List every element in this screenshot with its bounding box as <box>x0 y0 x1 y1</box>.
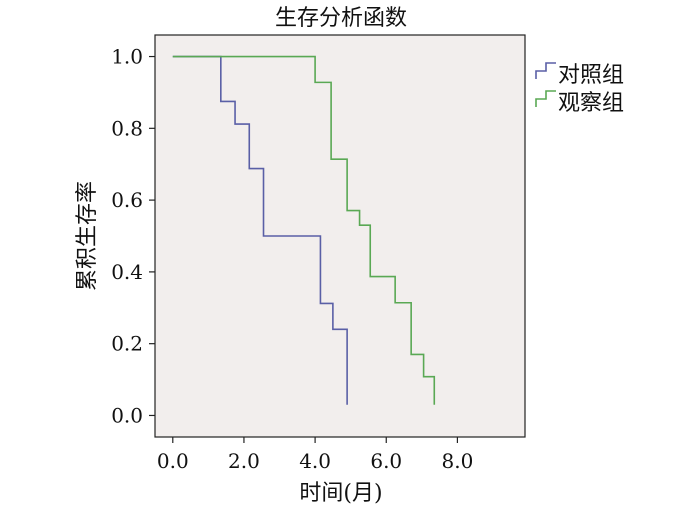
legend-label: 观察组 <box>558 91 624 116</box>
series-group <box>172 55 436 405</box>
series-line <box>172 55 348 405</box>
x-tick-label: 0.0 <box>157 449 189 473</box>
y-tick-label: 0.0 <box>111 403 143 427</box>
legend-swatch <box>535 90 556 107</box>
y-tick-label: 0.2 <box>111 332 143 356</box>
axes: 0.0 0.2 0.4 0.6 0.8 1.0 0.0 2.0 4.0 6.0 8.0 <box>111 45 473 473</box>
legend-label: 对照组 <box>558 63 624 88</box>
plot-area <box>154 34 526 438</box>
x-tick-label: 6.0 <box>370 449 402 473</box>
y-tick-label: 0.4 <box>111 260 143 284</box>
x-axis-label: 时间(月) <box>299 481 382 506</box>
x-tick-label: 2.0 <box>228 449 260 473</box>
chart-title: 生存分析函数 <box>275 6 407 31</box>
y-tick-label: 0.6 <box>111 188 143 212</box>
plot-background <box>154 34 526 438</box>
series-line <box>172 55 436 405</box>
x-tick-label: 4.0 <box>299 449 331 473</box>
legend-swatch <box>535 62 556 79</box>
x-tick-label: 8.0 <box>441 449 473 473</box>
y-tick-label: 0.8 <box>111 116 143 140</box>
y-axis-label: 累积生存率 <box>75 181 100 291</box>
y-tick-label: 1.0 <box>111 45 143 69</box>
